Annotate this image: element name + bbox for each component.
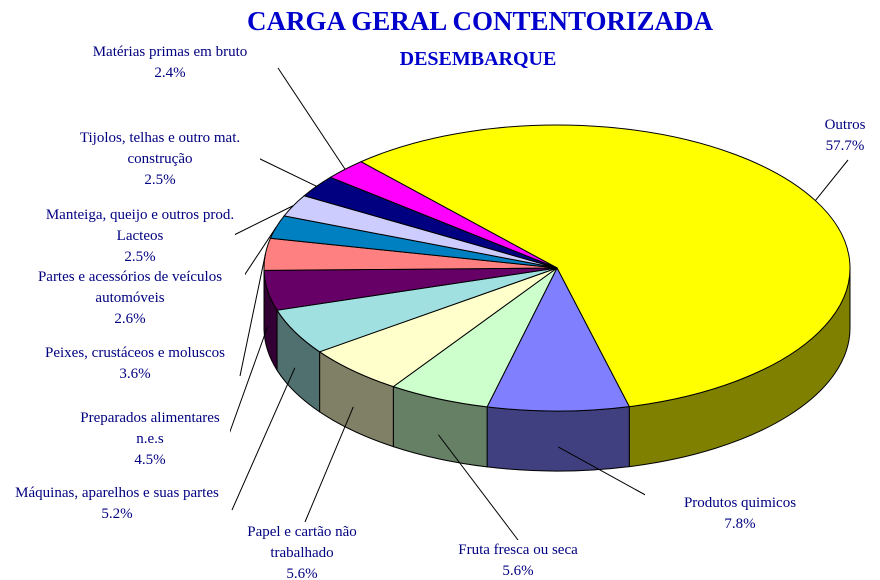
slice-label: Máquinas, aparelhos e suas partes 5.2% [7,483,227,525]
category-label: Tijolos, telhas e outro mat. construção [60,128,260,170]
chart-subtitle: DESEMBARQUE [399,48,557,70]
value-label: 5.6% [418,561,618,580]
category-label: Partes e acessórios de veículos automóve… [15,267,245,309]
slice-label: Produtos quimicos 7.8% [645,493,835,535]
slice-label: Manteiga, queijo e outros prod. Lacteos 2… [45,205,235,268]
category-label: Manteiga, queijo e outros prod. Lacteos [45,205,235,247]
category-label: Fruta fresca ou seca [418,540,618,561]
value-label: 2.5% [60,170,260,191]
value-label: 4.5% [70,450,230,471]
category-label: Preparados alimentares n.e.s [70,408,230,450]
category-label: Matérias primas em bruto [80,42,260,63]
slice [359,124,851,408]
leader-line [304,406,354,523]
leader-line [277,67,346,170]
slice [486,266,631,412]
leader-line [557,446,661,504]
value-label: 5.2% [7,504,227,525]
leader-line [227,326,269,438]
category-label: Peixes, crustáceos e moluscos [40,343,230,364]
value-label: 5.6% [222,564,382,580]
category-label: Outros [800,115,880,136]
category-label: Produtos quimicos [645,493,835,514]
slice-label: Preparados alimentares n.e.s 4.5% [70,408,230,471]
leader-line [231,367,296,511]
leader-line [255,156,317,187]
leader-line [239,254,266,377]
slice-label: Tijolos, telhas e outro mat. construção 2… [60,128,260,191]
value-label: 3.6% [40,364,230,385]
category-label: Papel e cartão não trabalhado [222,522,382,564]
slice-label: Partes e acessórios de veículos automóve… [15,267,245,330]
slice-label: Papel e cartão não trabalhado 5.6% [222,522,382,580]
slice-label: Peixes, crustáceos e moluscos 3.6% [40,343,230,385]
value-label: 57.7% [800,136,880,157]
leader-line [814,159,849,201]
chart-title: CARGA GERAL CONTENTORIZADA [246,6,714,36]
category-label: Máquinas, aparelhos e suas partes [7,483,227,504]
value-label: 2.6% [15,309,245,330]
leader-line [437,434,519,541]
slice-label: Outros 57.7% [800,115,880,157]
slice-side [486,406,630,472]
leader-line [229,205,294,238]
value-label: 7.8% [645,514,835,535]
value-label: 2.5% [45,247,235,268]
slice-label: Fruta fresca ou seca 5.6% [418,540,618,580]
slice-label: Matérias primas em bruto 2.4% [80,42,260,84]
value-label: 2.4% [80,63,260,84]
